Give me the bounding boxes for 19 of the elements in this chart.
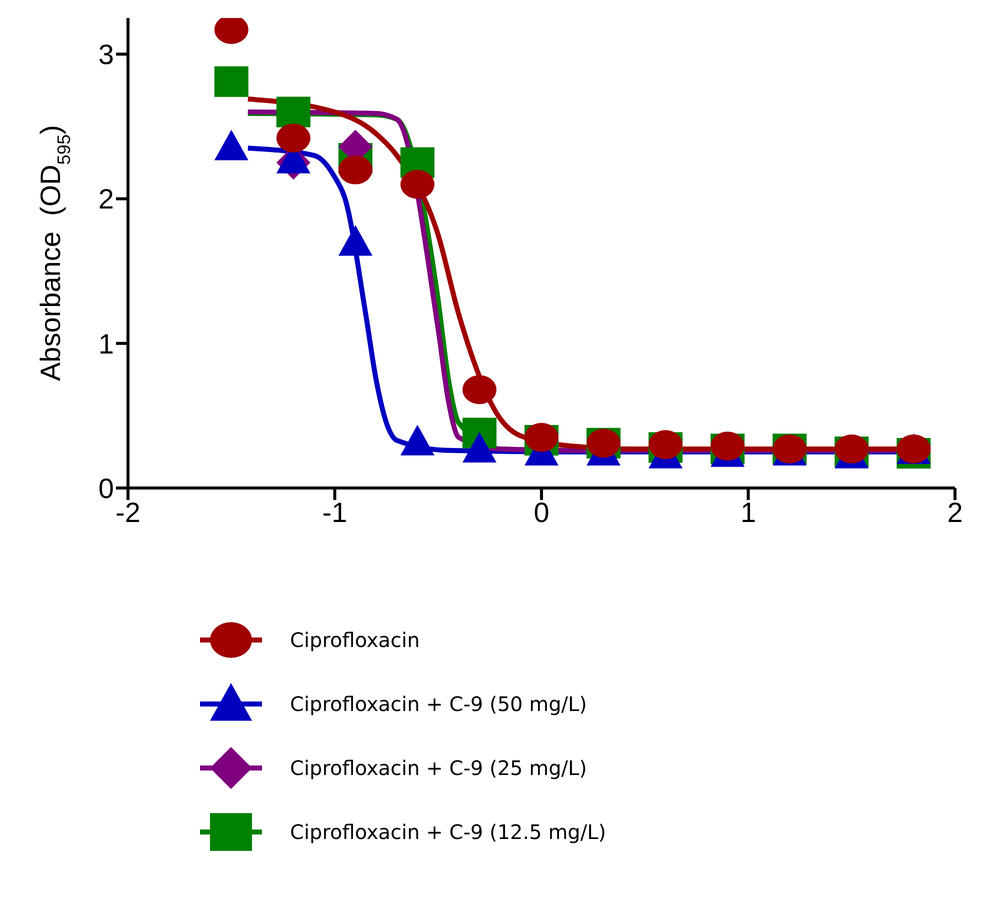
point — [276, 96, 310, 128]
legend-label: Ciprofloxacin + C-9 (25 mg/L) — [290, 756, 587, 780]
x-tick-label: -2 — [116, 496, 140, 528]
y-tick-label: 3 — [98, 39, 114, 70]
legend-label: Ciprofloxacin — [290, 628, 420, 652]
y-tick-label: 2 — [98, 184, 114, 215]
x-tick-label: -1 — [322, 496, 348, 528]
x-tick-label: 2 — [947, 496, 963, 528]
legend-label: Ciprofloxacin + C-9 (12.5 mg/L) — [290, 820, 606, 844]
point — [214, 66, 248, 97]
point — [462, 375, 496, 404]
x-tick-label: 1 — [740, 496, 756, 528]
x-tick-label: 0 — [534, 496, 550, 528]
point — [338, 155, 372, 184]
point — [400, 170, 434, 199]
y-tick-label: 0 — [98, 472, 114, 504]
point — [276, 124, 310, 152]
legend-label: Ciprofloxacin + C-9 (50 mg/L) — [290, 692, 587, 716]
y-tick-label: 1 — [98, 328, 114, 360]
